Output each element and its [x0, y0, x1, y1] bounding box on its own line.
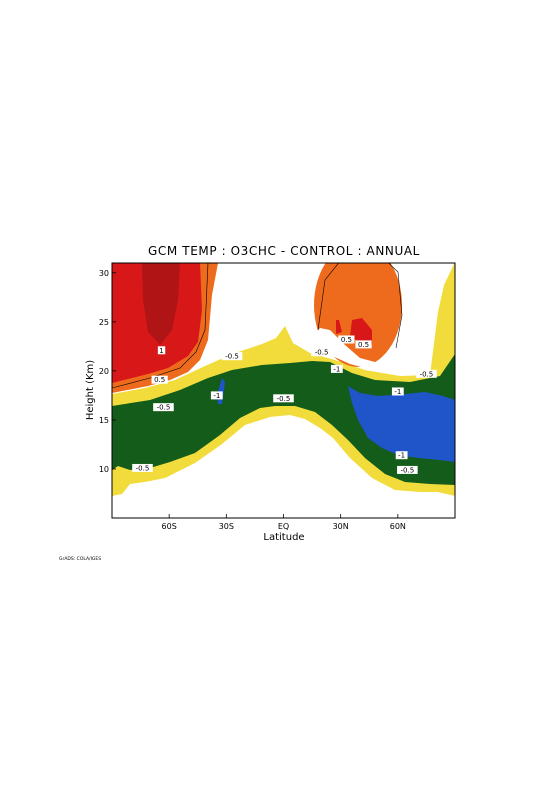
contour-label: -0.5	[315, 349, 329, 357]
contour-fill-blue	[348, 386, 455, 462]
contour-label-box	[151, 375, 168, 384]
chart-title: GCM TEMP : O3CHC - CONTROL : ANNUAL	[148, 244, 420, 258]
x-axis-label: Latitude	[263, 532, 304, 543]
contour-label-box	[273, 394, 294, 403]
x-tick-label: 30N	[333, 522, 349, 531]
contour-fill-darkred-sh	[142, 263, 180, 345]
contour-label-box	[311, 348, 332, 357]
contour-label: 0.5	[341, 336, 352, 344]
contour-label: -1	[398, 452, 405, 460]
contour-fill-white-notch	[314, 328, 404, 375]
contour-label: -0.5	[136, 464, 150, 472]
y-tick-label: 30	[99, 269, 109, 278]
y-axis-label: Height (Km)	[85, 360, 96, 420]
contour-line-sh	[112, 263, 209, 389]
contour-label: -0.5	[225, 353, 239, 361]
contour-label-box	[157, 346, 166, 355]
contour-label-box	[330, 364, 343, 373]
contour-labels: 1 0.5 -0.5 -1 -0.5 -0.5 -0.5 -1 0.5 0.5 -1 -0.5 -1 -0…	[132, 335, 437, 474]
contour-fill-red-nh-2	[350, 318, 372, 344]
contour-fills	[112, 263, 455, 518]
contour-label: -0.5	[420, 370, 434, 378]
contour-label-box	[338, 335, 355, 344]
y-tick-label: 20	[99, 367, 109, 376]
contour-label: -1	[394, 388, 401, 396]
contour-label: -0.5	[401, 466, 415, 474]
credit-text: GrADS: COLA/IGES	[59, 556, 101, 562]
contour-label-box	[210, 391, 223, 400]
y-axis-ticks: 10 15 20 25 30	[99, 269, 116, 474]
contour-label: -1	[213, 392, 220, 400]
contour-label-box	[355, 340, 372, 349]
y-tick-label: 15	[99, 416, 109, 425]
contour-label: 0.5	[358, 341, 369, 349]
contour-label-box	[132, 463, 153, 472]
y-tick-label: 10	[99, 465, 109, 474]
contour-label-box	[397, 465, 418, 474]
x-tick-label: EQ	[278, 522, 289, 531]
x-tick-label: 60N	[390, 522, 406, 531]
contour-label: -0.5	[157, 404, 171, 412]
x-axis-ticks: 60S 30S EQ 30N 60N	[162, 514, 406, 531]
contour-label: -0.5	[277, 395, 291, 403]
contour-line-nh	[317, 263, 403, 349]
x-tick-label: 30S	[219, 522, 234, 531]
contour-label-box	[416, 369, 437, 378]
contour-label: -1	[333, 365, 340, 373]
contour-lines	[112, 263, 403, 389]
x-tick-label: 60S	[162, 522, 177, 531]
contour-label-box	[221, 352, 243, 361]
contour-fill-red-nh-1	[336, 320, 342, 334]
contour-label: 1	[159, 347, 163, 355]
contour-label-box	[153, 403, 174, 412]
contour-label-box	[391, 387, 404, 396]
y-tick-label: 25	[99, 318, 109, 327]
contour-label: 0.5	[154, 376, 165, 384]
contour-fill-green	[112, 354, 455, 485]
contour-label-box	[395, 451, 408, 460]
